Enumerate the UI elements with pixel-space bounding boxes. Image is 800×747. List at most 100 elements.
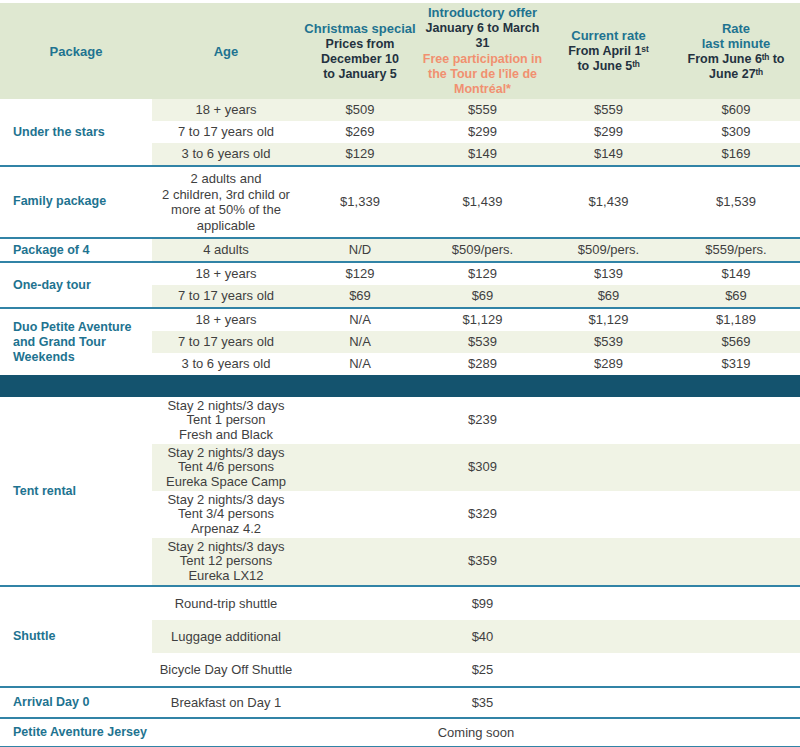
table-header: Package Age Christmas special Prices fro… — [0, 3, 800, 99]
column-dates-last-minute: From June 6ᵗʰ to June 27ᵗʰ — [674, 52, 798, 82]
price-cell-last-minute: $169 — [672, 143, 800, 166]
price-cell-current — [545, 586, 672, 620]
package-cell-tent-rental: Tent rental — [0, 397, 152, 586]
price-cell-introductory: $509/pers. — [420, 238, 545, 262]
price-cell-last-minute — [672, 586, 800, 620]
price-cell-last-minute: $1,189 — [672, 308, 800, 331]
package-cell-family-package: Family package — [0, 166, 152, 238]
price-cell-current: $299 — [545, 121, 672, 143]
column-promo-introductory: Free participation in the Tour de l'île … — [422, 52, 543, 97]
package-cell-package-of-4: Package of 4 — [0, 238, 152, 262]
age-cell: Luggage additional — [152, 620, 300, 653]
price-cell-last-minute: $149 — [672, 262, 800, 285]
package-cell-one-day-tour: One-day tour — [0, 262, 152, 308]
price-cell-current: $139 — [545, 262, 672, 285]
column-title-last-minute: Rate last minute — [674, 21, 798, 51]
price-cell-christmas: $129 — [300, 262, 420, 285]
price-cell-christmas — [300, 620, 420, 653]
price-cell-introductory: $149 — [420, 143, 545, 166]
column-dates-christmas: Prices from December 10 to January 5 — [302, 37, 418, 82]
header-cell-introductory: Introductory offer January 6 to March 31… — [420, 3, 545, 99]
column-title-christmas: Christmas special — [302, 21, 418, 36]
separator-band-cell — [0, 375, 800, 397]
price-cell-current: $509/pers. — [545, 238, 672, 262]
table-row: Package of 4 4 adults N/D $509/pers. $50… — [0, 238, 800, 262]
price-cell-current: $559 — [545, 99, 672, 121]
price-cell-christmas — [300, 538, 420, 586]
header-cell-age: Age — [152, 3, 300, 99]
age-cell: 3 to 6 years old — [152, 143, 300, 166]
table-row: One-day tour 18 + years $129 $129 $139 $… — [0, 262, 800, 285]
price-cell-current — [545, 397, 672, 444]
age-cell: 7 to 17 years old — [152, 121, 300, 143]
header-row: Package Age Christmas special Prices fro… — [0, 3, 800, 99]
separator-band — [0, 375, 800, 397]
price-cell-current: $69 — [545, 285, 672, 308]
package-cell-duo-petite-aventure: Duo Petite Aventure and Grand Tour Weeke… — [0, 308, 152, 375]
age-cell: 3 to 6 years old — [152, 353, 300, 375]
price-cell-introductory: $40 — [420, 620, 545, 653]
price-cell-introductory: $539 — [420, 331, 545, 353]
age-cell: 7 to 17 years old — [152, 331, 300, 353]
price-cell-last-minute: $69 — [672, 285, 800, 308]
column-dates-introductory: January 6 to March 31 — [422, 21, 543, 51]
table-row: Petite Aventure Jersey Coming soon — [0, 718, 800, 746]
price-cell-last-minute — [672, 653, 800, 687]
price-cell-introductory: $99 — [420, 586, 545, 620]
age-cell: Round-trip shuttle — [152, 586, 300, 620]
header-cell-package: Package — [0, 3, 152, 99]
header-cell-current: Current rate From April 1ˢᵗ to June 5ᵗʰ — [545, 3, 672, 99]
column-title-current: Current rate — [547, 28, 670, 43]
price-cell-christmas: N/A — [300, 308, 420, 331]
header-cell-last-minute: Rate last minute From June 6ᵗʰ to June 2… — [672, 3, 800, 99]
price-cell-last-minute: $1,539 — [672, 166, 800, 238]
price-cell-christmas: N/A — [300, 331, 420, 353]
package-cell-under-the-stars: Under the stars — [0, 99, 152, 166]
price-cell-introductory: $1,129 — [420, 308, 545, 331]
price-cell-last-minute — [672, 538, 800, 586]
price-cell-last-minute — [672, 444, 800, 491]
price-cell-last-minute: $559/pers. — [672, 238, 800, 262]
package-cell-shuttle: Shuttle — [0, 586, 152, 687]
price-cell-current: $539 — [545, 331, 672, 353]
column-title-package: Package — [2, 44, 150, 59]
price-cell-introductory: $359 — [420, 538, 545, 586]
price-cell-introductory: $559 — [420, 99, 545, 121]
table-row: Tent rental Stay 2 nights/3 days Tent 1 … — [0, 397, 800, 444]
price-cell-christmas: $1,339 — [300, 166, 420, 238]
table-row: Duo Petite Aventure and Grand Tour Weeke… — [0, 308, 800, 331]
price-cell-current — [545, 491, 672, 538]
age-cell: Stay 2 nights/3 days Tent 4/6 persons Eu… — [152, 444, 300, 491]
age-cell: 18 + years — [152, 99, 300, 121]
price-cell-christmas: $269 — [300, 121, 420, 143]
table-row: Shuttle Round-trip shuttle $99 — [0, 586, 800, 620]
age-cell: Bicycle Day Off Shuttle — [152, 653, 300, 687]
price-cell-last-minute: $309 — [672, 121, 800, 143]
price-cell-current — [545, 687, 672, 718]
column-title-introductory: Introductory offer — [422, 5, 543, 20]
price-cell-last-minute — [672, 620, 800, 653]
price-cell-introductory: $129 — [420, 262, 545, 285]
age-cell: Stay 2 nights/3 days Tent 3/4 persons Ar… — [152, 491, 300, 538]
price-cell-introductory: $1,439 — [420, 166, 545, 238]
age-cell: 18 + years — [152, 262, 300, 285]
price-cell-introductory: $309 — [420, 444, 545, 491]
price-cell-current — [545, 653, 672, 687]
price-cell-last-minute — [672, 491, 800, 538]
price-cell-current: $1,439 — [545, 166, 672, 238]
column-title-age: Age — [154, 44, 298, 59]
price-cell-introductory: $25 — [420, 653, 545, 687]
price-cell-christmas — [300, 491, 420, 538]
price-cell-christmas — [300, 586, 420, 620]
price-cell-last-minute: $319 — [672, 353, 800, 375]
price-cell-christmas: $129 — [300, 143, 420, 166]
package-cell-petite-aventure-jersey: Petite Aventure Jersey — [0, 718, 152, 746]
price-cell-christmas — [300, 397, 420, 444]
age-cell: Stay 2 nights/3 days Tent 1 person Fresh… — [152, 397, 300, 444]
price-cell-last-minute: $609 — [672, 99, 800, 121]
price-cell-introductory: $239 — [420, 397, 545, 444]
age-cell: Stay 2 nights/3 days Tent 12 persons Eur… — [152, 538, 300, 586]
price-cell-last-minute — [672, 687, 800, 718]
pricing-table: Package Age Christmas special Prices fro… — [0, 3, 800, 746]
price-cell-introductory: $329 — [420, 491, 545, 538]
